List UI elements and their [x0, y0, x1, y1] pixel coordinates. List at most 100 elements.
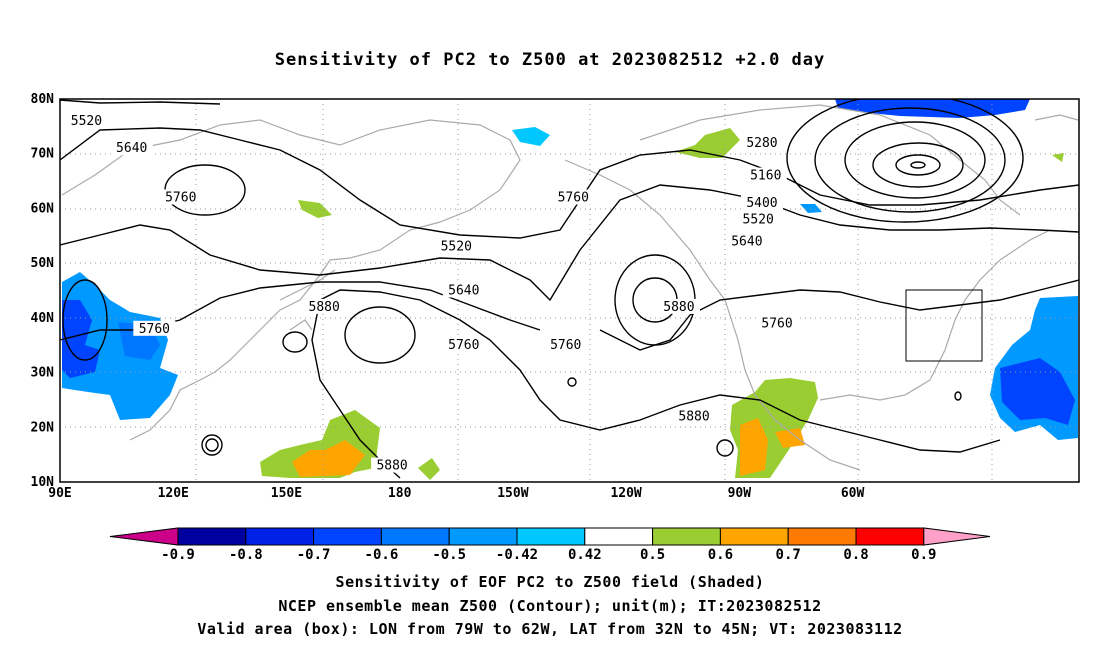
contour-label: 5760: [550, 338, 581, 353]
contour-polar-low-2: [872, 142, 964, 188]
colorbar-label: 0.8: [843, 547, 868, 563]
contour-label-bg: [544, 337, 587, 353]
contour-label: 5400: [746, 196, 777, 211]
contour-label-bg: [442, 282, 485, 298]
contour-polar-low-core: [910, 161, 926, 169]
contour-small-atlantic: [954, 391, 962, 401]
colorbar-swatch: [245, 527, 315, 546]
contour-label: 5760: [165, 190, 196, 205]
positive-core-mexico-2: [775, 428, 805, 448]
contour-label: 5640: [448, 284, 479, 299]
valid-area-box: [905, 289, 983, 362]
colorbar-swatch: [652, 527, 721, 546]
positive-core-mexico: [740, 418, 768, 476]
coastlines: [61, 104, 1079, 471]
contour-label-bg: [673, 408, 716, 424]
lat-tick-label: 20N: [31, 420, 55, 435]
lon-tick-label: 120E: [158, 486, 189, 501]
contour-label-bg: [442, 337, 485, 353]
negative-spot-arctic: [512, 127, 550, 146]
contour-polar-low-3: [844, 121, 986, 199]
contour-polar-low-5: [786, 99, 1024, 223]
coastline-greenland: [1034, 114, 1079, 121]
contour-label-bg: [435, 238, 478, 254]
contour-label: 5760: [139, 322, 170, 337]
contour-small-east-asia: [62, 279, 108, 361]
contour-label-bg: [133, 320, 176, 336]
contour-label-bg: [303, 298, 346, 314]
contour-label: 5880: [663, 300, 694, 315]
colorbar-over-triangle: [923, 527, 991, 546]
colorbar-swatch: [313, 527, 382, 546]
contour-label: 5640: [731, 234, 762, 249]
lon-tick-label: 180: [388, 486, 412, 501]
colorbar-label: -0.7: [297, 547, 331, 563]
contour-label: 5640: [116, 141, 147, 156]
contour-label-bg: [740, 134, 783, 150]
lon-tick-label: 150E: [271, 486, 302, 501]
colorbar-label: -0.42: [496, 547, 538, 563]
lon-tick-label: 120W: [610, 486, 641, 501]
contour-label: 5880: [309, 300, 340, 315]
colorbar-swatch: [787, 527, 857, 546]
contour-label-bg: [740, 194, 783, 210]
contour-5760-west: [60, 184, 1079, 302]
colorbar-swatch: [516, 527, 586, 546]
contour-label-bg: [110, 140, 153, 156]
positive-spot-greenland: [1052, 153, 1064, 162]
contour-label-bg: [737, 211, 780, 227]
contour-label-bg: [371, 457, 414, 473]
contour-small-japan: [282, 331, 308, 353]
colorbar-swatch: [719, 527, 789, 546]
contour-small-ph: [201, 434, 223, 456]
caption-shaded: Sensitivity of EOF PC2 to Z500 field (Sh…: [335, 573, 765, 591]
colorbar-under-triangle: [109, 527, 179, 546]
contour-label: 5760: [761, 316, 792, 331]
contour-label: 5280: [746, 136, 777, 151]
contour-label-bg: [552, 189, 595, 205]
colorbar-label: -0.9: [161, 547, 195, 563]
lon-tick-label: 150W: [497, 486, 528, 501]
caption-contour: NCEP ensemble mean Z500 (Contour); unit(…: [278, 597, 822, 615]
contour-label: 5160: [750, 169, 781, 184]
colorbar-swatch: [380, 527, 450, 546]
contour-high-pacific: [344, 306, 416, 364]
caption-valid-area: Valid area (box): LON from 79W to 62W, L…: [197, 620, 903, 638]
colorbar-label: -0.6: [365, 547, 399, 563]
contour-polar-low-4: [814, 107, 1006, 213]
contour-label: 5520: [71, 114, 102, 129]
lon-tick-label: 90W: [728, 486, 752, 501]
lat-tick-label: 30N: [31, 366, 55, 381]
contour-small-ph-inner: [205, 438, 219, 452]
contour-5640-west: [60, 127, 1079, 239]
contour-label-bg: [159, 189, 202, 205]
colorbar: -0.9 -0.8 -0.7 -0.6 -0.5 -0.42 0.42 0.5 0.6 0.7 0.…: [109, 527, 991, 563]
colorbar-swatch: [855, 527, 925, 546]
contour-label-bg: [744, 167, 787, 183]
z500-contours: [60, 99, 1079, 479]
contour-label: 5520: [743, 212, 774, 227]
contour-label-bg: [725, 233, 768, 249]
contour-label: 5520: [441, 240, 472, 255]
contour-small-pacific: [567, 377, 577, 387]
negative-region-east-asia: [62, 272, 178, 420]
contour-label: 5880: [376, 459, 407, 474]
contour-label-bg: [756, 315, 799, 331]
plot-title: Sensitivity of PC2 to Z500 at 2023082512…: [274, 50, 826, 70]
contour-label-bg: [657, 298, 700, 314]
lon-tick-label: 90E: [48, 486, 71, 501]
colorbar-label: 0.5: [640, 547, 665, 563]
contour-label: 5760: [558, 190, 589, 205]
negative-region-arctic: [835, 99, 1030, 118]
colorbar-label: -0.5: [432, 547, 466, 563]
contour-label: 5760: [448, 338, 479, 353]
lat-tick-label: 40N: [31, 311, 55, 326]
shaded-sensitivity: [62, 99, 1078, 480]
colorbar-label: 0.42: [568, 547, 602, 563]
colorbar-label: 0.6: [708, 547, 733, 563]
positive-spot-dateline: [418, 458, 440, 480]
lat-tick-label: 80N: [31, 92, 55, 107]
colorbar-label: 0.7: [776, 547, 801, 563]
coastline-asia: [61, 119, 521, 441]
contour-5520-west: [60, 99, 221, 105]
